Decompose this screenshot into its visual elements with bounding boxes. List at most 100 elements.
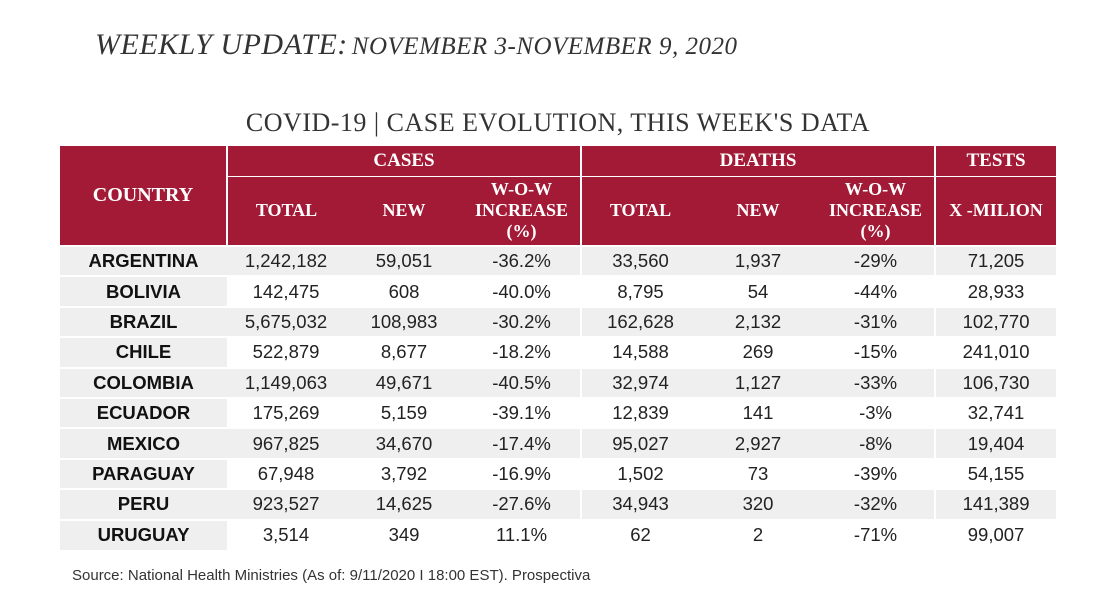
table-row: COLOMBIA 1,149,063 49,671 -40.5% 32,974 … <box>60 367 1057 398</box>
country-cell: ECUADOR <box>60 397 227 429</box>
country-header: COUNTRY <box>60 146 228 247</box>
table-row: BRAZIL 5,675,032 108,983 -30.2% 162,628 … <box>60 306 1057 338</box>
tests-cell: 102,770 <box>935 306 1057 338</box>
tests-cell: 99,007 <box>967 524 1025 546</box>
deaths-wow-cell: -71% <box>817 519 937 550</box>
deaths-new-cell: 54 <box>747 280 769 302</box>
cases-wow-header-line3: (%) <box>506 221 537 242</box>
deaths-total-cell: 34,943 <box>581 489 700 520</box>
country-cell: CHILE <box>60 337 227 368</box>
table-row: ARGENTINA 1,242,182 59,051 -36.2% 33,560… <box>60 246 1057 277</box>
deaths-wow-header-line2: INCREASE <box>829 200 923 221</box>
source-note: Source: National Health Ministries (As o… <box>72 567 591 584</box>
table-row: MEXICO 967,825 34,670 -17.4% 95,027 2,92… <box>60 428 1057 459</box>
deaths-total-cell: 32,974 <box>581 367 700 398</box>
cases-new-cell: 49,671 <box>345 367 463 398</box>
deaths-new-cell: 2 <box>752 524 764 546</box>
deaths-wow-cell: -15% <box>817 337 937 368</box>
cases-total-cell: 923,527 <box>227 489 345 520</box>
table-row: ECUADOR 175,269 5,159 -39.1% 12,839 141 … <box>60 397 1057 429</box>
deaths-new-header: NEW <box>699 176 818 246</box>
deaths-wow-cell: -3% <box>817 397 937 429</box>
tests-cell: 71,205 <box>935 246 1057 277</box>
cases-new-cell: 34,670 <box>345 428 463 459</box>
header-group-row: COUNTRY CASES DEATHS TESTS <box>60 146 1057 247</box>
tests-cell: 28,933 <box>967 280 1025 302</box>
deaths-total-cell: 14,588 <box>612 341 669 363</box>
headline-lead: WEEKLY UPDATE: <box>95 28 348 61</box>
table-row: PARAGUAY 67,948 3,792 -16.9% 1,502 73 -3… <box>60 458 1057 490</box>
deaths-wow-header-line1: W-O-W <box>844 179 907 200</box>
deaths-total-cell: 8,795 <box>617 280 664 302</box>
cases-new-cell: 108,983 <box>345 306 463 338</box>
cases-wow-header: W-O-W INCREASE (%) <box>463 176 583 246</box>
table-row: BOLIVIA 142,475 608 -40.0% 8,795 54 -44%… <box>60 276 1057 307</box>
cases-wow-cell: -16.9% <box>463 458 583 490</box>
table-row: URUGUAY 3,514 349 11.1% 62 2 -71% 99,007 <box>60 519 1057 550</box>
cases-total-cell: 67,948 <box>257 462 315 484</box>
deaths-group-header: DEATHS <box>581 146 937 177</box>
deaths-wow-cell: -29% <box>817 246 937 277</box>
tests-cell: 141,389 <box>935 489 1057 520</box>
cases-wow-header-line2: INCREASE <box>474 200 569 221</box>
cases-new-header: NEW <box>345 176 463 246</box>
deaths-new-cell: 1,937 <box>699 246 818 277</box>
deaths-wow-cell: -39% <box>817 458 937 490</box>
cases-wow-cell: -40.5% <box>463 367 583 398</box>
country-cell: BOLIVIA <box>60 276 227 307</box>
deaths-wow-cell: -32% <box>817 489 937 520</box>
deaths-total-cell: 33,560 <box>581 246 700 277</box>
deaths-total-cell: 12,839 <box>612 402 669 424</box>
deaths-total-header: TOTAL <box>581 176 700 246</box>
table-row: PERU 923,527 14,625 -27.6% 34,943 320 -3… <box>60 489 1057 520</box>
cases-total-cell: 522,879 <box>252 341 320 363</box>
cases-total-cell: 5,675,032 <box>227 306 345 338</box>
deaths-total-cell: 95,027 <box>581 428 700 459</box>
deaths-wow-header-line3: (%) <box>860 221 891 242</box>
covid-data-table: COUNTRY CASES DEATHS TESTS TOTAL NEW W-O… <box>60 146 1057 550</box>
deaths-total-cell: 62 <box>630 524 651 546</box>
tests-cell: 54,155 <box>967 462 1025 484</box>
country-cell: URUGUAY <box>60 519 227 550</box>
cases-total-cell: 967,825 <box>227 428 345 459</box>
deaths-new-cell: 320 <box>699 489 818 520</box>
tests-cell: 241,010 <box>962 341 1030 363</box>
country-cell: ARGENTINA <box>60 246 227 277</box>
deaths-new-cell: 141 <box>742 402 774 424</box>
cases-group-header: CASES <box>227 146 583 177</box>
cases-total-cell: 142,475 <box>252 280 320 302</box>
cases-wow-cell: -30.2% <box>463 306 583 338</box>
cases-wow-header-line1: W-O-W <box>490 179 553 200</box>
tests-unit-header: X -MILION <box>935 176 1057 246</box>
country-cell: PARAGUAY <box>60 458 227 490</box>
deaths-wow-cell: -44% <box>817 276 937 307</box>
deaths-wow-cell: -31% <box>817 306 937 338</box>
deaths-new-cell: 269 <box>742 341 774 363</box>
tests-group-header: TESTS <box>935 146 1057 177</box>
cases-new-cell: 3,792 <box>380 462 428 484</box>
deaths-total-cell: 1,502 <box>617 462 664 484</box>
cases-new-cell: 349 <box>388 524 420 546</box>
table-title: COVID-19 | CASE EVOLUTION, THIS WEEK'S D… <box>245 108 871 137</box>
table-row: CHILE 522,879 8,677 -18.2% 14,588 269 -1… <box>60 337 1057 368</box>
cases-wow-cell: -17.4% <box>463 428 583 459</box>
cases-total-header: TOTAL <box>227 176 345 246</box>
country-cell: MEXICO <box>60 428 227 459</box>
cases-total-cell: 1,242,182 <box>227 246 345 277</box>
cases-new-cell: 608 <box>388 280 420 302</box>
country-cell: BRAZIL <box>60 306 227 338</box>
tests-cell: 32,741 <box>967 402 1025 424</box>
deaths-total-cell: 162,628 <box>581 306 700 338</box>
cases-wow-cell: -39.1% <box>463 397 583 429</box>
header-sub-row: TOTAL NEW W-O-W INCREASE (%) TOTAL NEW W… <box>60 176 1057 246</box>
cases-new-cell: 59,051 <box>345 246 463 277</box>
deaths-new-cell: 73 <box>747 462 769 484</box>
tests-cell: 106,730 <box>935 367 1057 398</box>
cases-total-cell: 175,269 <box>252 402 320 424</box>
cases-wow-cell: -40.0% <box>463 276 583 307</box>
cases-new-cell: 8,677 <box>380 341 428 363</box>
country-cell: COLOMBIA <box>60 367 227 398</box>
cases-total-cell: 1,149,063 <box>227 367 345 398</box>
cases-total-cell: 3,514 <box>262 524 310 546</box>
deaths-wow-cell: -33% <box>817 367 937 398</box>
